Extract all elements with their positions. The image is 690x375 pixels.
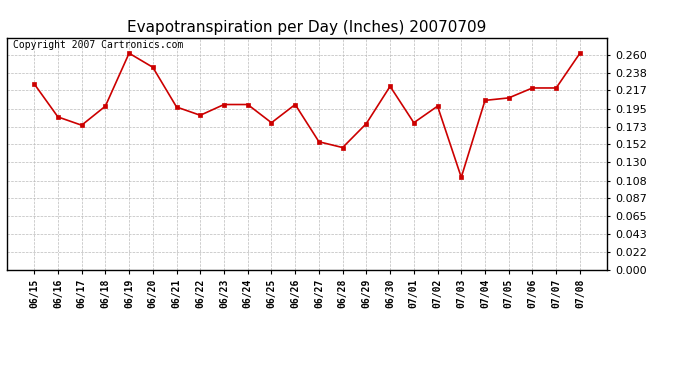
Title: Evapotranspiration per Day (Inches) 20070709: Evapotranspiration per Day (Inches) 2007…: [128, 20, 486, 35]
Text: Copyright 2007 Cartronics.com: Copyright 2007 Cartronics.com: [13, 40, 184, 50]
